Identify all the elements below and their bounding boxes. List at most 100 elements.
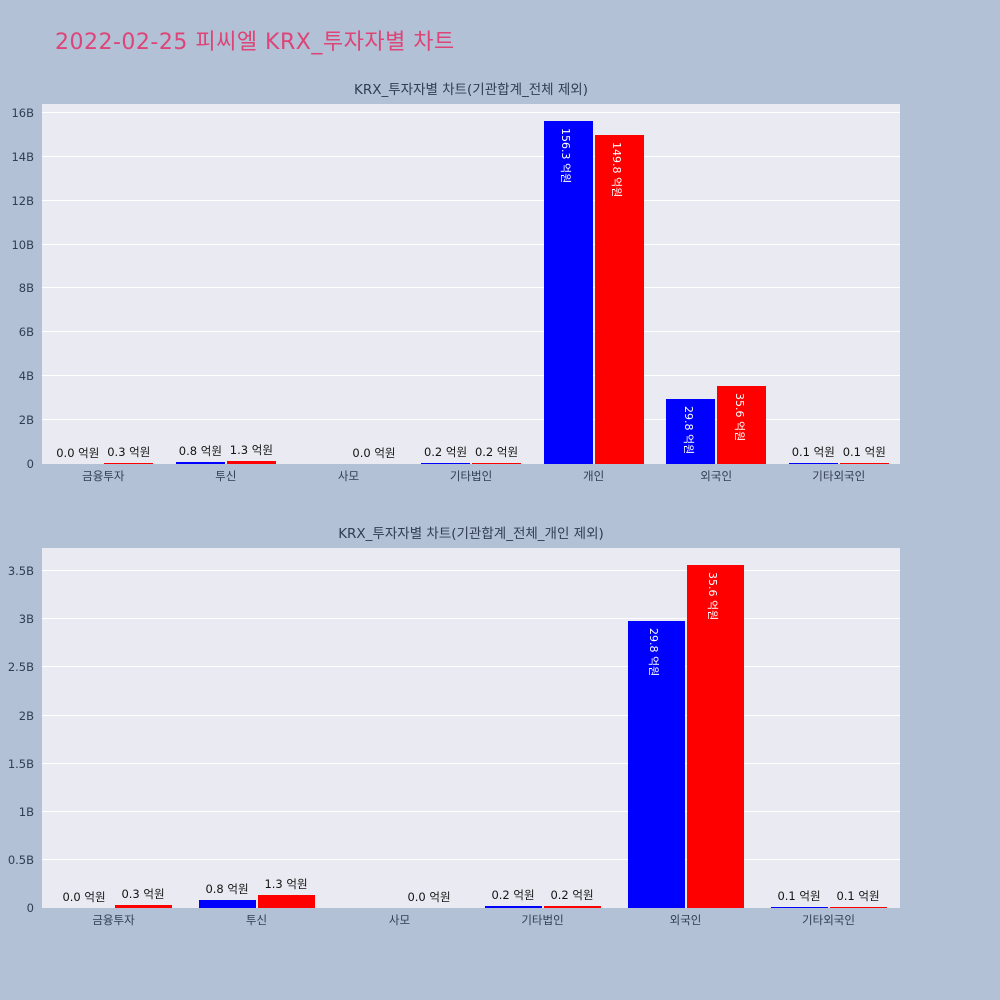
bar-value-label: 156.3 억원: [559, 128, 573, 184]
bar: [472, 463, 522, 464]
x-tick-label: 사모: [388, 913, 411, 927]
bar: 29.8 억원: [627, 621, 685, 908]
chart-title: KRX_투자자별 차트(기관합계_전체 제외): [354, 82, 588, 98]
y-tick-label: 10B: [11, 237, 34, 252]
x-axis: 금융투자 투신 사모 기타법인 개인 외국인 기타외국인: [42, 468, 900, 484]
bar-group: 156.3 억원 149.8 억원: [532, 104, 655, 464]
plot-area: 0.0 억원 0.3 억원 0.8 억원 1.3 억원 0.0 억원 0.2 억원 0.2 …: [42, 104, 900, 464]
bar-group: 0.0 억원: [287, 104, 410, 464]
y-tick-label: 0: [26, 901, 34, 915]
bar: [421, 463, 471, 464]
bar-value-label: 0.1 억원: [842, 445, 886, 459]
bar-slot: 1.3 억원: [226, 104, 276, 464]
plot-row: 0 2B 4B 6B 8B 10B 12B 14B 16B 0.0 억원 0.3 억원 0.8 억원…: [0, 104, 1000, 471]
bar: [198, 900, 256, 908]
chart-bottom: KRX_투자자별 차트(기관합계_전체_개인 제외) 0 0.5B 1B 1.5B 2B…: [0, 522, 1000, 928]
x-tick-label: 외국인: [669, 913, 702, 927]
x-tick-label: 기타법인: [449, 469, 493, 483]
bar: [543, 906, 601, 908]
bar-value-label: 29.8 억원: [681, 406, 695, 455]
y-tick-label: 2B: [18, 413, 34, 428]
bar: [829, 907, 887, 908]
bar-value-label: 0.0 억원: [62, 890, 106, 904]
bar-value-label: 35.6 억원: [732, 393, 746, 442]
gridline: [42, 287, 900, 289]
bar-slot: 29.8 억원: [627, 548, 685, 908]
gridline: [42, 858, 900, 860]
bar-slot: 29.8 억원: [666, 104, 716, 464]
bar-slot: 0.8 억원: [198, 548, 256, 908]
bar-value-label: 1.3 억원: [264, 877, 308, 891]
bar-slot: 0.0 억원: [401, 548, 458, 908]
y-tick-label: 0: [26, 457, 34, 471]
gridline: [42, 762, 900, 764]
bar-group: 0.2 억원 0.2 억원: [410, 104, 533, 464]
bar-slot: 0.1 억원: [788, 104, 838, 464]
bar-group: 0.8 억원 1.3 억원: [165, 104, 288, 464]
x-tick-label: 투신: [215, 469, 237, 483]
y-tick-label: 0.5B: [7, 852, 34, 867]
y-tick-label: 14B: [11, 149, 34, 164]
bar-group: 29.8 억원 35.6 억원: [655, 104, 778, 464]
gridline: [42, 419, 900, 421]
plot-area: 0.0 억원 0.3 억원 0.8 억원 1.3 억원 0.0 억원 0.2 억원 0.2 …: [42, 548, 900, 908]
bar-value-label: 149.8 억원: [610, 142, 624, 198]
y-tick-label: 1.5B: [7, 756, 34, 771]
bar-slot: [342, 548, 399, 908]
bar-group: 0.1 억원 0.1 억원: [777, 104, 900, 464]
bar-slot: [298, 104, 347, 464]
y-axis: 0 2B 4B 6B 8B 10B 12B 14B 16B: [0, 104, 42, 471]
bar-value-label: 0.8 억원: [178, 444, 222, 458]
bar-group: 0.2 억원 0.2 억원: [471, 548, 614, 908]
bar: [839, 463, 889, 464]
bar-value-label: 29.8 억원: [647, 628, 660, 677]
bar-slot: 0.2 억원: [543, 548, 601, 908]
bar-value-label: 1.3 억원: [229, 443, 273, 457]
y-tick-label: 2B: [18, 708, 34, 723]
gridline: [42, 155, 900, 157]
bar-slot: 0.1 억원: [770, 548, 828, 908]
chart-title: KRX_투자자별 차트(기관합계_전체_개인 제외): [338, 526, 604, 542]
bar: 35.6 억원: [717, 386, 767, 464]
bar: [114, 905, 172, 908]
bar-slot: 0.2 억원: [421, 104, 471, 464]
bar-value-label: 0.8 억원: [205, 882, 249, 896]
bar-group: 0.0 억원 0.3 억원: [42, 104, 165, 464]
bar-value-label: 0.2 억원: [423, 445, 468, 459]
x-tick-label: 금융투자: [82, 469, 125, 483]
bar-slot: 0.0 억원: [53, 104, 102, 464]
x-tick-label: 기타법인: [521, 913, 564, 927]
gridline: [42, 199, 900, 201]
bar-slot: 0.1 억원: [829, 548, 887, 908]
x-tick-label: 기타외국인: [812, 469, 866, 483]
bar: 156.3 억원: [543, 121, 593, 464]
x-tick-label: 금융투자: [92, 913, 135, 927]
bar-value-label: 0.1 억원: [777, 889, 821, 903]
bar: [770, 907, 828, 908]
plot-row: 0 0.5B 1B 1.5B 2B 2.5B 3B 3.5B 0.0 억원 0.3 억원 0.8 …: [0, 548, 1000, 915]
y-axis: 0 0.5B 1B 1.5B 2B 2.5B 3B 3.5B: [0, 548, 42, 915]
bar-slot: 0.3 억원: [104, 104, 154, 464]
bar-slot: 35.6 억원: [686, 548, 744, 908]
bar-value-label: 35.6 억원: [706, 572, 719, 621]
bar-slot: 35.6 억원: [717, 104, 767, 464]
x-tick-label: 투신: [245, 913, 268, 927]
gridline: [42, 375, 900, 377]
bar-slot: 156.3 억원: [543, 104, 593, 464]
bar-value-label: 0.3 억원: [121, 887, 165, 901]
bar: 35.6 억원: [686, 565, 744, 908]
bar-slot: 0.1 억원: [839, 104, 889, 464]
y-tick-label: 4B: [18, 369, 34, 384]
bar-value-label: 0.1 억원: [836, 889, 880, 903]
y-tick-label: 16B: [11, 105, 34, 120]
bar-group: 0.0 억원 0.3 억원: [42, 548, 185, 908]
bar-slot: 0.0 억원: [349, 104, 398, 464]
y-tick-label: 12B: [11, 193, 34, 208]
chart-top: KRX_투자자별 차트(기관합계_전체 제외) 0 2B 4B 6B 8B 10B 12B 1…: [0, 78, 1000, 484]
x-tick-label: 외국인: [700, 469, 733, 483]
bar-value-label: 0.2 억원: [491, 888, 535, 902]
gridline: [42, 618, 900, 620]
bar: [226, 461, 276, 464]
y-tick-label: 3B: [18, 612, 34, 627]
